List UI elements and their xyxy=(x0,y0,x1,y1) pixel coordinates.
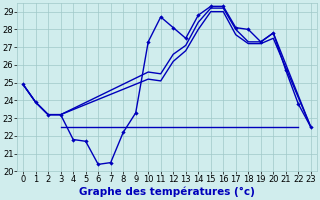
X-axis label: Graphe des températures (°c): Graphe des températures (°c) xyxy=(79,187,255,197)
